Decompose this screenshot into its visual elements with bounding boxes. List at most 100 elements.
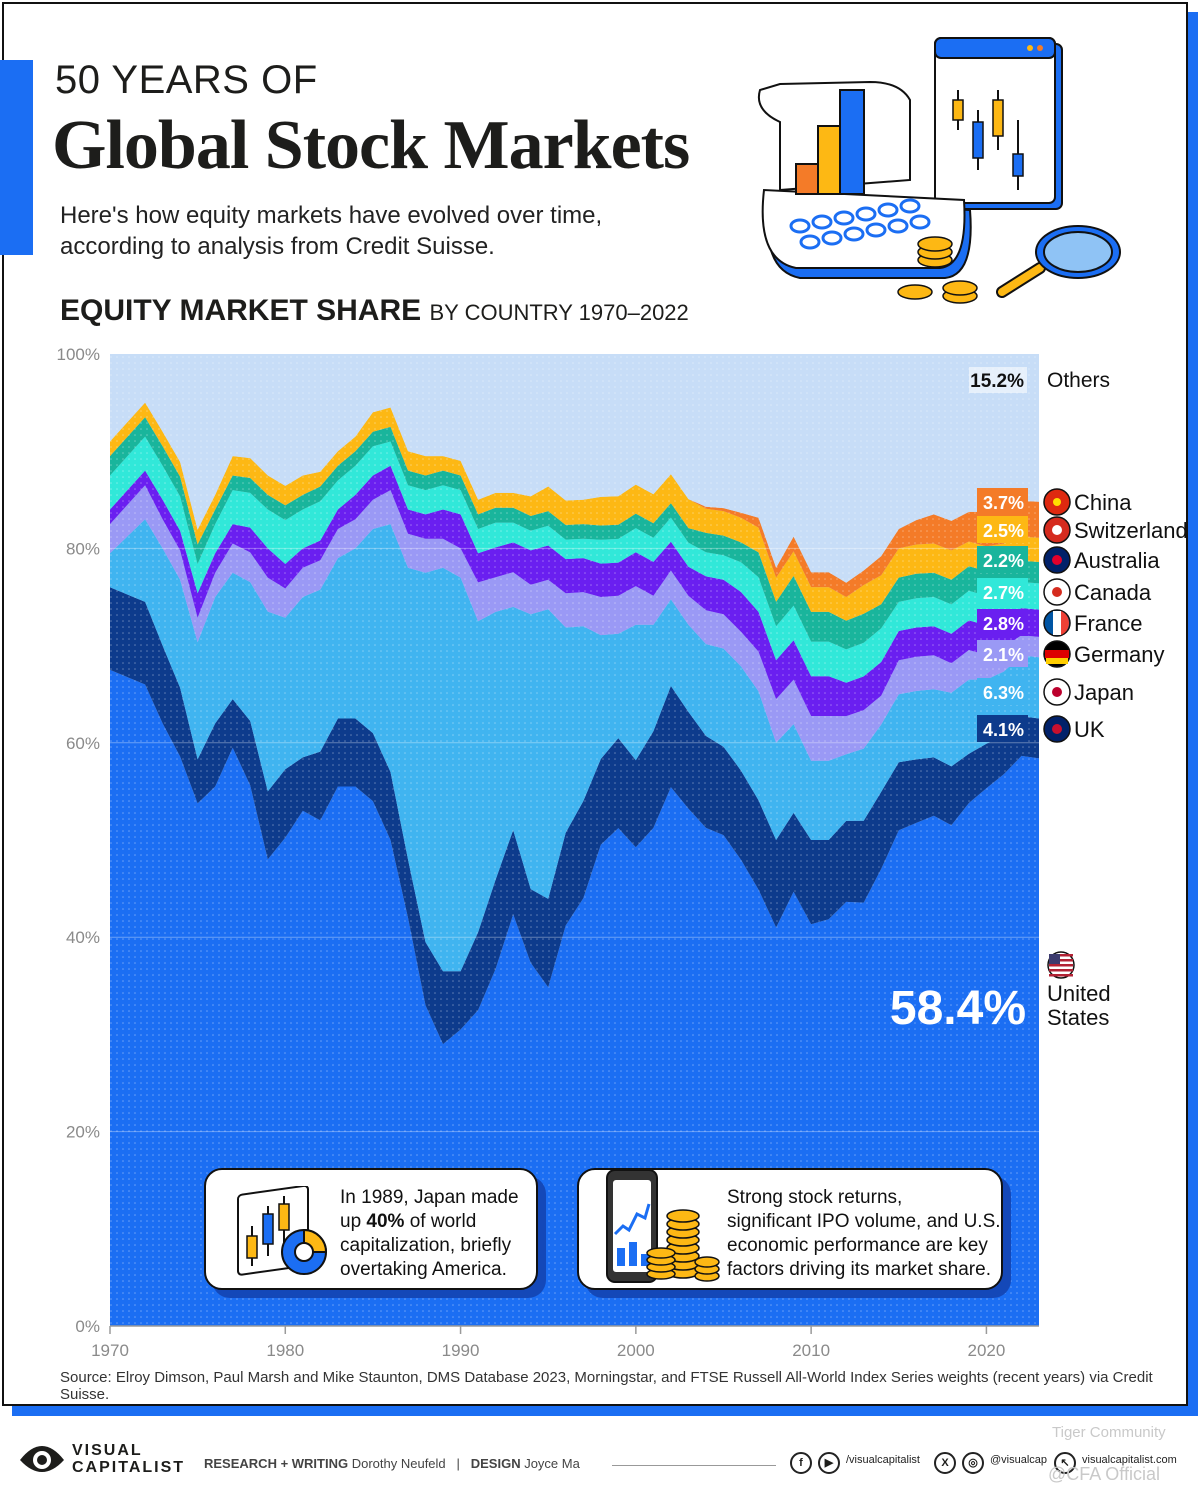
- callout-japan-highlight: 40%: [366, 1211, 405, 1232]
- series-name-germany: Germany: [1074, 642, 1164, 667]
- x-tick-label: 1990: [442, 1341, 480, 1360]
- callout-us-line-1: Strong stock returns,: [727, 1187, 903, 1208]
- value-label-canada: 2.7%: [983, 583, 1024, 603]
- france-flag-icon: [1043, 609, 1071, 637]
- youtube-icon[interactable]: ▶: [818, 1452, 840, 1474]
- us-flag-icon: [1047, 951, 1075, 979]
- social-handle-visualcap[interactable]: @visualcap: [990, 1454, 1048, 1466]
- value-label-united-states: 58.4%: [890, 982, 1026, 1035]
- value-badge-china: [977, 488, 1028, 515]
- series-name-united-states: United States: [1047, 981, 1111, 1030]
- series-name-japan: Japan: [1074, 680, 1134, 705]
- page-title: Global Stock Markets: [52, 107, 690, 184]
- design-name: Joyce Ma: [524, 1456, 580, 1471]
- y-tick-label: 0%: [75, 1317, 100, 1336]
- website-link[interactable]: visualcapitalist.com: [1082, 1454, 1177, 1466]
- callout-japan-text: In 1989, Japan made up 40% of world capi…: [340, 1186, 519, 1282]
- subtitle-line-1: Here's how equity markets have evolved o…: [60, 202, 603, 229]
- callout-us-line-4: factors driving its market share.: [727, 1259, 991, 1280]
- australia-flag-icon: [1043, 546, 1071, 574]
- uk-flag-icon: [1043, 715, 1071, 743]
- x-tick-label: 1980: [266, 1341, 304, 1360]
- value-label-germany: 2.1%: [983, 645, 1024, 665]
- value-badge-canada: [977, 578, 1028, 605]
- series-name-australia: Australia: [1074, 548, 1160, 573]
- value-label-others: 15.2%: [970, 371, 1024, 392]
- value-badge-germany: [977, 640, 1028, 667]
- series-name-uk: UK: [1074, 717, 1105, 742]
- value-badge-switzerland: [977, 516, 1028, 543]
- gridlines: [110, 547, 1039, 1133]
- japan-flag-icon: [1043, 678, 1071, 706]
- equity-market-share-chart: 0% 20% 40% 60% 80% 100% 1970 1980 1990 2000 2010 2…: [57, 345, 1188, 1360]
- y-tick-label: 80%: [66, 539, 100, 558]
- y-tick-label: 20%: [66, 1123, 100, 1142]
- accent-bar: [0, 60, 33, 255]
- y-axis-ticks: 0% 20% 40% 60% 80% 100%: [57, 345, 100, 1336]
- series-name-canada: Canada: [1074, 580, 1152, 605]
- series-name-united-states-line-1: United: [1047, 981, 1111, 1006]
- value-label-australia: 2.2%: [983, 551, 1024, 571]
- credits: RESEARCH + WRITING Dorothy Neufeld | DES…: [204, 1456, 580, 1471]
- design-label: DESIGN: [470, 1456, 521, 1471]
- canada-flag-icon: [1043, 578, 1071, 606]
- value-badge-france: [977, 609, 1028, 636]
- x-tick-label: 2010: [792, 1341, 830, 1360]
- subtitle-line-2: according to analysis from Credit Suisse…: [60, 233, 495, 260]
- brand-line-1: VISUAL: [72, 1442, 143, 1459]
- callout-us-text: Strong stock returns, significant IPO vo…: [727, 1186, 1001, 1282]
- subtitle: Here's how equity markets have evolved o…: [60, 200, 700, 262]
- value-badge-uk: [977, 715, 1028, 742]
- callout-japan-line-3: capitalization, briefly: [340, 1235, 512, 1256]
- series-name-united-states-line-2: States: [1047, 1005, 1109, 1030]
- value-badge-japan: [977, 678, 1028, 705]
- value-label-china: 3.7%: [983, 493, 1024, 513]
- x-tick-label: 2020: [968, 1341, 1006, 1360]
- candlestick-chart-icon: [237, 1186, 328, 1276]
- brand-wordmark: VISUAL CAPITALIST: [72, 1442, 185, 1476]
- x-twitter-icon[interactable]: X: [934, 1452, 956, 1474]
- series-labels: 58.4% United States 4.1% UK 6.3% Japan 2.1% Germ…: [890, 367, 1188, 1035]
- watermark-official: @CFA Official: [1048, 1464, 1160, 1484]
- instagram-icon[interactable]: ◎: [962, 1452, 984, 1474]
- x-axis-ticks: 1970 1980 1990 2000 2010 2020: [91, 1325, 1039, 1360]
- brand-line-2: CAPITALIST: [72, 1459, 186, 1476]
- kicker: 50 YEARS OF: [55, 58, 318, 102]
- chart-title-main: EQUITY MARKET SHARE: [60, 294, 422, 327]
- value-label-france: 2.8%: [983, 614, 1024, 634]
- chart-title: EQUITY MARKET SHARE BY COUNTRY 1970–2022: [60, 294, 689, 328]
- callout-japan-line-1: In 1989, Japan made: [340, 1187, 519, 1208]
- visual-capitalist-logo-icon: [20, 1446, 64, 1472]
- value-label-japan: 6.3%: [983, 683, 1024, 703]
- switzerland-flag-icon: [1043, 516, 1071, 544]
- social-handle-visualcapitalist[interactable]: /visualcapitalist: [846, 1454, 920, 1466]
- callout-us-line-3: economic performance are key: [727, 1235, 988, 1256]
- chart-subtitle: BY COUNTRY 1970–2022: [429, 300, 689, 325]
- germany-flag-icon: [1043, 640, 1071, 668]
- facebook-icon[interactable]: f: [790, 1452, 812, 1474]
- callout-japan-line-2: up 40% of world: [340, 1210, 519, 1234]
- watermark-community: Tiger Community: [1052, 1424, 1166, 1441]
- footer-divider: [612, 1465, 776, 1466]
- callout-japan-line-2-pre: up: [340, 1211, 367, 1232]
- footer: VISUAL CAPITALIST RESEARCH + WRITING Dor…: [0, 1418, 1200, 1499]
- callout-japan-line-2-post: of world: [404, 1211, 477, 1232]
- callout-us: Strong stock returns, significant IPO vo…: [577, 1168, 1003, 1290]
- series-name-others: Others: [1047, 369, 1110, 392]
- x-tick-label: 2000: [617, 1341, 655, 1360]
- stock-market-illustration-icon: [758, 37, 1121, 304]
- x-tick-label: 1970: [91, 1341, 129, 1360]
- series-name-france: France: [1074, 611, 1142, 636]
- source-note: Source: Elroy Dimson, Paul Marsh and Mik…: [60, 1369, 1153, 1403]
- callout-japan: In 1989, Japan made up 40% of world capi…: [204, 1168, 538, 1290]
- series-name-switzerland: Switzerland: [1074, 518, 1188, 543]
- value-badge-others: [969, 367, 1027, 393]
- china-flag-icon: [1043, 488, 1071, 516]
- research-name: Dorothy Neufeld: [351, 1456, 446, 1471]
- cursor-icon[interactable]: ↖: [1054, 1452, 1076, 1474]
- phone-coins-icon: [606, 1169, 720, 1283]
- value-badge-australia: [977, 546, 1028, 573]
- research-label: RESEARCH + WRITING: [204, 1456, 349, 1471]
- series-name-china: China: [1074, 490, 1132, 515]
- texture-overlay: [110, 354, 1039, 1326]
